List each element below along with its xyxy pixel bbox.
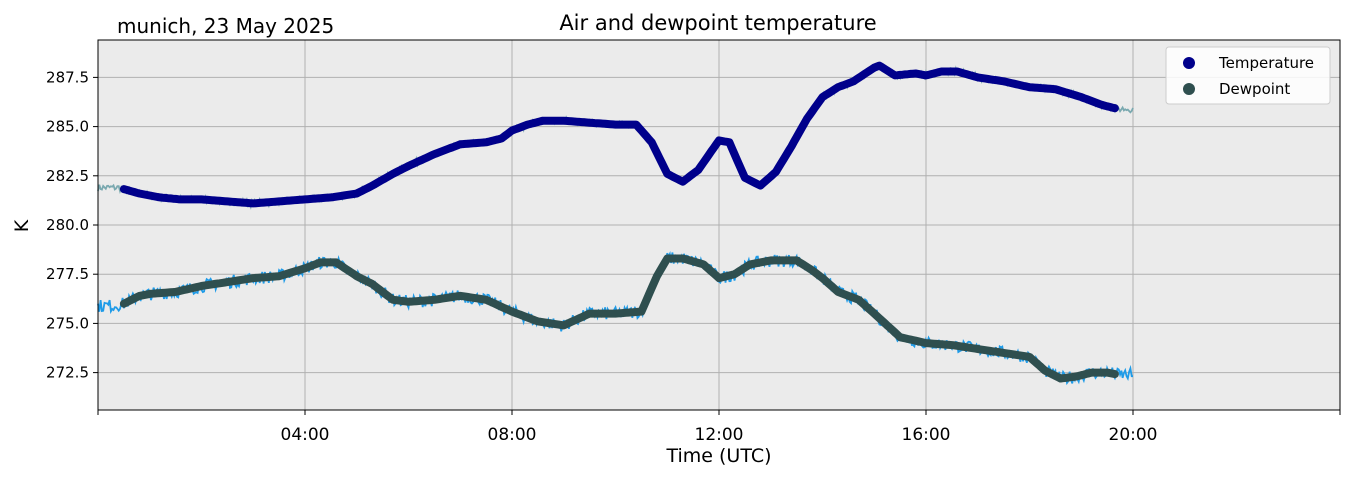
y-tick-label: 285.0 <box>46 118 89 136</box>
legend: Temperature Dewpoint <box>1165 46 1331 105</box>
smoothed-series-layer <box>119 61 1119 383</box>
legend-box <box>1165 46 1331 105</box>
y-axis-label: K <box>11 219 33 232</box>
y-tick-label: 280.0 <box>46 216 89 234</box>
y-tick-label: 277.5 <box>46 265 89 283</box>
y-tick-label: 287.5 <box>46 68 89 86</box>
legend-marker-dewpoint <box>1183 83 1195 95</box>
y-axis: 272.5 275.0 277.5 280.0 282.5 285.0 287.5 <box>46 68 98 382</box>
x-tick-label: 04:00 <box>281 425 330 445</box>
x-tick-label: 20:00 <box>1109 425 1158 445</box>
grid-lines <box>98 40 1340 410</box>
legend-label-temperature: Temperature <box>1218 54 1314 72</box>
x-tick-label: 08:00 <box>488 425 537 445</box>
y-tick-label: 272.5 <box>46 364 89 382</box>
series-line-temperature <box>119 61 1119 208</box>
y-tick-label: 282.5 <box>46 167 89 185</box>
legend-marker-temperature <box>1183 57 1195 69</box>
x-axis-label: Time (UTC) <box>665 445 771 467</box>
legend-label-dewpoint: Dewpoint <box>1219 80 1290 98</box>
series-line-dewpoint <box>119 254 1119 383</box>
chart-title: Air and dewpoint temperature <box>559 11 876 35</box>
chart-subtitle: munich, 23 May 2025 <box>117 14 334 38</box>
y-tick-label: 275.0 <box>46 314 89 332</box>
x-axis: 04:00 08:00 12:00 16:00 20:00 <box>97 410 1341 445</box>
x-tick-label: 16:00 <box>902 425 951 445</box>
x-tick-label: 12:00 <box>695 425 744 445</box>
